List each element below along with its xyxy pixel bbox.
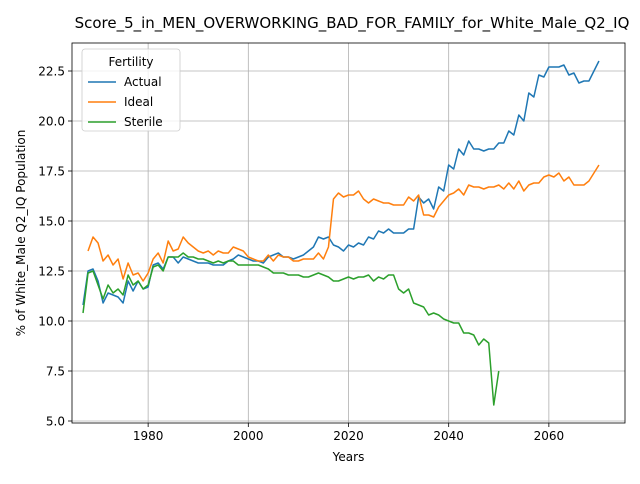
- series-line-sterile: [82, 252, 500, 406]
- x-tick-label: 1980: [133, 429, 164, 443]
- y-tick-label: 20.0: [38, 115, 65, 129]
- x-tick-label: 2020: [333, 429, 364, 443]
- legend-label-ideal: Ideal: [124, 95, 153, 109]
- y-tick-label: 22.5: [38, 65, 65, 79]
- legend-label-actual: Actual: [124, 75, 162, 89]
- axis-ticks: 1980 2000 2020 2040 2060 5.0 7.5 10.0 12.5 15.0 17…: [38, 65, 564, 444]
- y-axis-label: % of White_Male Q2_IQ Population: [14, 130, 28, 337]
- x-tick-label: 2060: [534, 429, 565, 443]
- series-lines: [82, 60, 600, 406]
- x-tick-label: 2000: [233, 429, 264, 443]
- legend: Fertility Actual Ideal Sterile: [81, 48, 181, 132]
- x-tick-label: 2040: [433, 429, 464, 443]
- x-axis-label: Years: [332, 450, 365, 464]
- series-line-ideal: [87, 164, 600, 282]
- y-tick-label: 15.0: [38, 215, 65, 229]
- legend-box: [81, 48, 181, 132]
- legend-label-sterile: Sterile: [124, 115, 163, 129]
- y-tick-label: 10.0: [38, 315, 65, 329]
- y-tick-label: 17.5: [38, 165, 65, 179]
- y-tick-label: 7.5: [46, 365, 65, 379]
- grid: [72, 43, 625, 423]
- y-tick-label: 5.0: [46, 415, 65, 429]
- legend-title: Fertility: [108, 55, 153, 69]
- chart-title: Score_5_in_MEN_OVERWORKING_BAD_FOR_FAMIL…: [75, 14, 630, 33]
- y-tick-label: 12.5: [38, 265, 65, 279]
- legend-items: Actual Ideal Sterile: [88, 75, 163, 129]
